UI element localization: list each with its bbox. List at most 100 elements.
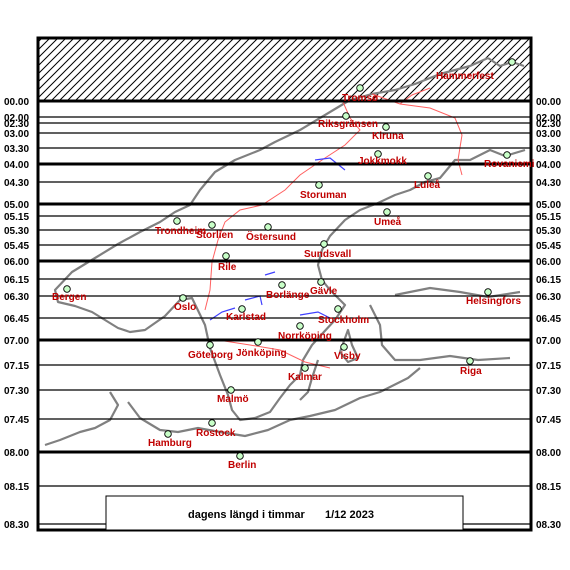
- hour-tick-label-right: 08.00: [536, 448, 561, 459]
- hour-tick-label-left: 04.30: [4, 178, 29, 189]
- city-label: Bergen: [52, 292, 86, 303]
- hour-tick-label-right: 04.30: [536, 178, 561, 189]
- hour-tick-label-right: 07.15: [536, 361, 561, 372]
- polar-night-zone: [38, 38, 531, 101]
- hour-tick-label-left: 02.00: [4, 113, 29, 124]
- hour-tick-label-left: 05.00: [4, 200, 29, 211]
- hour-lines: [38, 99, 531, 525]
- city: Rile: [218, 252, 237, 273]
- city: Oslo: [174, 294, 196, 313]
- city-marker: [264, 223, 272, 231]
- hour-tick-label-left: 06.30: [4, 292, 29, 303]
- city: Umeå: [374, 208, 402, 228]
- city-marker: [254, 338, 262, 346]
- city-marker: [278, 281, 286, 289]
- city-label: Hamburg: [148, 438, 192, 449]
- city: Jokkmokk: [358, 150, 407, 167]
- city: Trondheim: [155, 217, 206, 237]
- city-label: Storuman: [300, 190, 347, 201]
- city: Sundsvall: [304, 240, 351, 260]
- hour-tick-label-right: 05.00: [536, 200, 561, 211]
- city-label: Göteborg: [188, 350, 233, 361]
- city-marker: [179, 294, 187, 302]
- city-marker: [63, 285, 71, 293]
- coastline: [44, 56, 526, 447]
- city-marker: [484, 288, 492, 296]
- hour-tick-label-left: 06.15: [4, 275, 29, 286]
- hour-tick-label-left: 05.30: [4, 226, 29, 237]
- city: Tromsø: [342, 84, 379, 104]
- city: Östersund: [246, 223, 296, 243]
- hour-tick-label-right: 05.45: [536, 241, 561, 252]
- hour-tick-label-left: 08.30: [4, 520, 29, 531]
- caption-box: dagens längd i timmar 1/12 2023: [105, 495, 464, 531]
- city-label: Trondheim: [155, 226, 206, 237]
- hour-tick-label-right: 05.15: [536, 212, 561, 223]
- city-marker: [173, 217, 181, 225]
- hour-tick-label-right: 07.00: [536, 336, 561, 347]
- hour-tick-label-left: 03.00: [4, 129, 29, 140]
- city-marker: [208, 419, 216, 427]
- city-label: Gävle: [310, 286, 338, 297]
- city-label: Berlin: [228, 460, 256, 471]
- city-marker: [356, 84, 364, 92]
- city-marker: [503, 151, 511, 159]
- city-marker: [424, 172, 432, 180]
- city-label: Visby: [334, 351, 361, 362]
- city-label: Malmö: [217, 394, 249, 405]
- city-label: Kalmar: [288, 372, 322, 383]
- city: Hammerfest: [436, 58, 516, 82]
- city-marker: [317, 278, 325, 286]
- city: Stockholm: [318, 305, 369, 326]
- hour-tick-label-right: 03.30: [536, 144, 561, 155]
- city-label: Jokkmokk: [358, 156, 407, 167]
- city-marker: [236, 452, 244, 460]
- hour-tick-label-left: 08.15: [4, 482, 29, 493]
- city: Storlien: [196, 221, 233, 241]
- city-marker: [466, 357, 474, 365]
- hour-tick-label-right: 05.30: [536, 226, 561, 237]
- city: Berlin: [228, 452, 256, 471]
- city-marker: [383, 208, 391, 216]
- hour-tick-label-left: 03.30: [4, 144, 29, 155]
- city: Helsingfors: [466, 288, 521, 307]
- city-marker: [296, 322, 304, 330]
- city-label: Helsingfors: [466, 296, 521, 307]
- city-label: Storlien: [196, 230, 233, 241]
- city-label: Borlänge: [266, 290, 310, 301]
- city-label: Norrköping: [278, 331, 332, 342]
- city-label: Sundsvall: [304, 249, 351, 260]
- city: Jönköping: [236, 338, 287, 359]
- hour-tick-label-left: 05.15: [4, 212, 29, 223]
- city-marker: [227, 386, 235, 394]
- hour-tick-label-left: 05.45: [4, 241, 29, 252]
- hour-tick-label-right: 06.00: [536, 257, 561, 268]
- city-label: Umeå: [374, 216, 402, 228]
- city-marker: [374, 150, 382, 158]
- city-label: Tromsø: [342, 93, 379, 104]
- city: Rostock: [196, 419, 236, 439]
- hour-tick-label-right: 08.30: [536, 520, 561, 531]
- city: Göteborg: [188, 341, 233, 361]
- hour-tick-label-right: 02.30: [536, 119, 561, 130]
- city-marker: [164, 430, 172, 438]
- hour-tick-label-right: 03.00: [536, 129, 561, 140]
- city-marker: [334, 305, 342, 313]
- city: Riga: [460, 357, 482, 377]
- city-marker: [342, 112, 350, 120]
- hour-tick-label-right: 02.00: [536, 113, 561, 124]
- city-marker: [208, 221, 216, 229]
- hour-tick-label-left: 06.00: [4, 257, 29, 268]
- hour-tick-label-left: 02.30: [4, 119, 29, 130]
- city-marker: [206, 341, 214, 349]
- city-label: Östersund: [246, 230, 296, 243]
- city: Storuman: [300, 181, 347, 201]
- city-marker: [382, 123, 390, 131]
- national-borders: [204, 87, 463, 369]
- hour-tick-label-left: 04.00: [4, 160, 29, 171]
- city: Hamburg: [148, 430, 192, 449]
- city-marker: [320, 240, 328, 248]
